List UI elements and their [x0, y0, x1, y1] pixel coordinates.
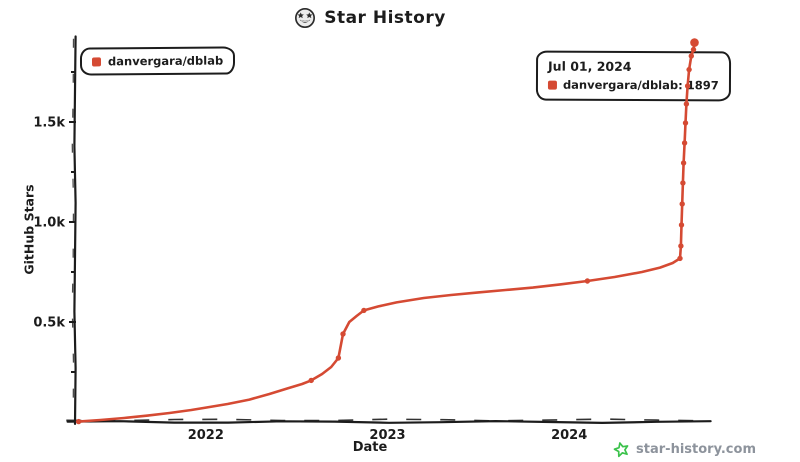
- footer-site-text: star-history.com: [636, 442, 756, 457]
- data-point[interactable]: [308, 377, 314, 384]
- legend-series-marker: [91, 56, 102, 66]
- data-point[interactable]: [335, 355, 342, 361]
- y-tick-label: 1.5k: [33, 116, 65, 131]
- footer-star-icon: [613, 442, 629, 458]
- star-struck-emoji-icon: [295, 8, 316, 28]
- x-axis-sketch-overlay: [66, 418, 710, 422]
- x-axis-title: Date: [352, 440, 388, 455]
- tooltip: Jul 01, 2024 danvergara/dblab: 1897: [535, 50, 731, 102]
- data-point[interactable]: [690, 38, 699, 47]
- data-point[interactable]: [679, 201, 685, 207]
- data-point[interactable]: [683, 101, 690, 107]
- data-point[interactable]: [680, 160, 687, 166]
- page-title-text: Star History: [324, 8, 446, 28]
- x-axis-line: [66, 419, 712, 425]
- data-point[interactable]: [584, 278, 591, 284]
- data-point[interactable]: [678, 222, 685, 228]
- y-tick-label: 0.5k: [33, 316, 65, 331]
- data-point[interactable]: [340, 331, 346, 337]
- data-point[interactable]: [361, 307, 367, 314]
- data-point[interactable]: [680, 180, 686, 186]
- y-axis-title: GitHub Stars: [21, 184, 37, 275]
- data-point[interactable]: [677, 255, 683, 262]
- data-point[interactable]: [681, 140, 688, 146]
- legend: danvergara/dblab: [79, 46, 236, 76]
- tooltip-series-value: danvergara/dblab: 1897: [562, 77, 719, 93]
- y-axis-line: [73, 35, 77, 425]
- x-tick-label: 2024: [551, 428, 587, 443]
- data-point[interactable]: [678, 243, 684, 249]
- tooltip-series-marker: [547, 80, 557, 90]
- data-point[interactable]: [682, 120, 689, 126]
- y-tick-label: 1.0k: [33, 216, 65, 231]
- data-point[interactable]: [75, 418, 82, 425]
- page-title: Star History: [0, 7, 740, 29]
- footer-link[interactable]: star-history.com: [613, 441, 756, 458]
- y-axis-sketch-overlay: [71, 38, 75, 419]
- tooltip-date: Jul 01, 2024: [548, 58, 632, 74]
- x-tick-label: 2022: [188, 428, 224, 443]
- legend-series-label[interactable]: danvergara/dblab: [107, 53, 224, 69]
